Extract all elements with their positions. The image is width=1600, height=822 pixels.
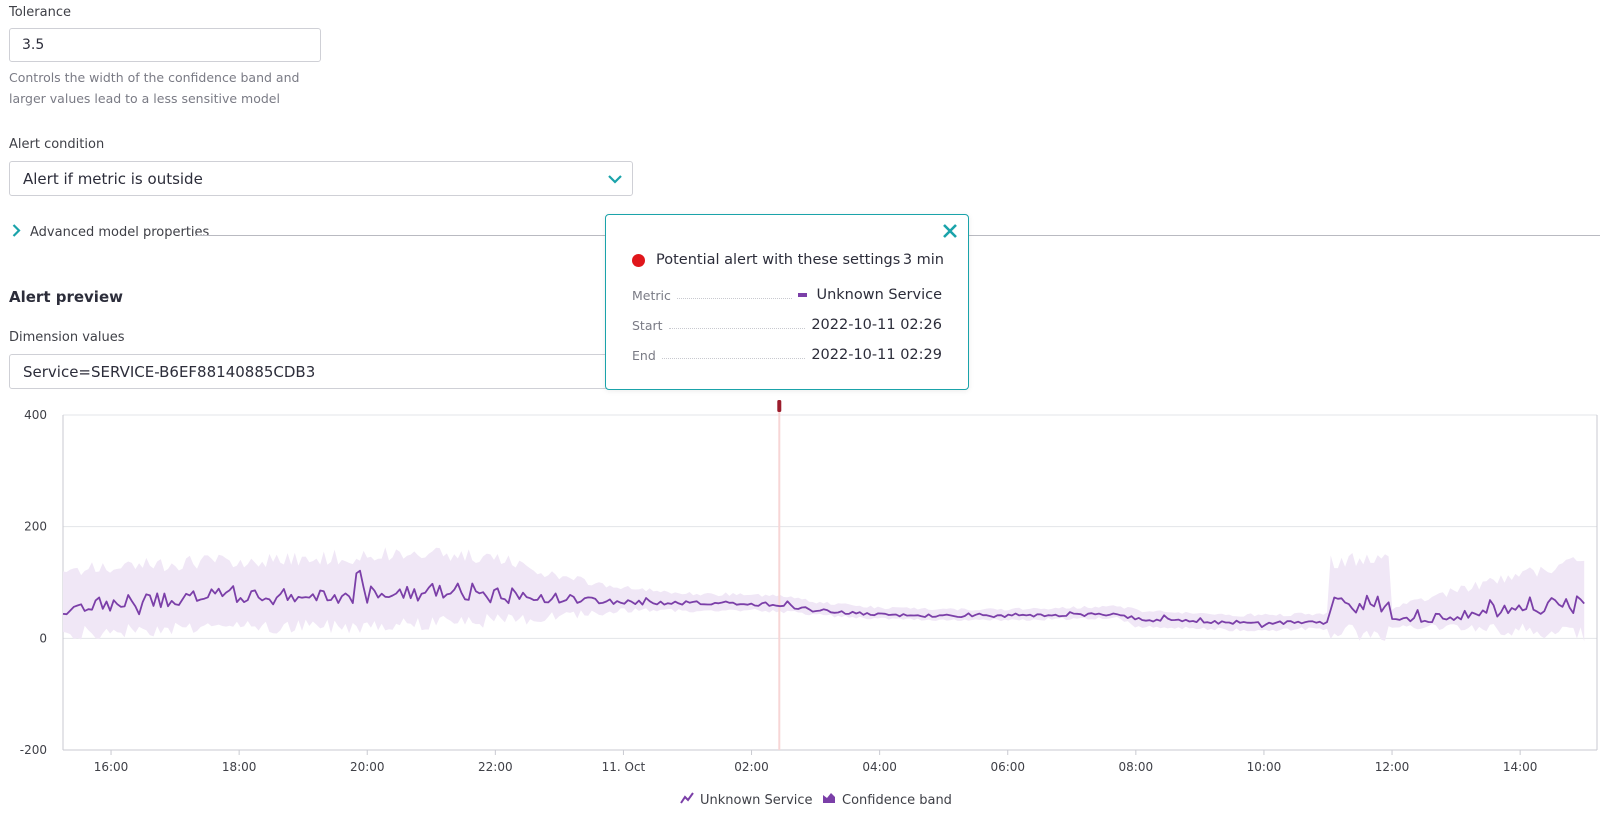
close-icon[interactable]	[942, 223, 958, 243]
x-tick-label: 06:00	[990, 760, 1025, 774]
alert-dot-icon	[632, 253, 645, 267]
popover-end-row: End 2022-10-11 02:29	[632, 343, 942, 363]
x-tick-label: 04:00	[862, 760, 897, 774]
alert-preview-chart[interactable]: 400 200 0 -200 16:00 18:00 20:00 22:00 11. Oct 02…	[0, 395, 1600, 822]
tolerance-help: Controls the width of the confidence ban…	[9, 67, 299, 109]
popover-header: Potential alert with these settings 3 mi…	[632, 252, 944, 268]
dotted-leader	[661, 358, 806, 359]
legend-label: Unknown Service	[700, 792, 813, 808]
tolerance-input[interactable]	[9, 28, 321, 62]
x-tick-label: 08:00	[1119, 760, 1154, 774]
alert-condition-label: Alert condition	[9, 137, 105, 152]
tolerance-help-line2: larger values lead to a less sensitive m…	[9, 91, 280, 106]
y-tick-label: -200	[20, 743, 47, 757]
y-tick-label: 400	[24, 408, 47, 422]
legend-label: Confidence band	[842, 792, 952, 808]
alert-condition-value: Alert if metric is outside	[23, 169, 203, 188]
line-series-icon	[680, 792, 694, 808]
tolerance-label: Tolerance	[9, 5, 71, 20]
x-tick-label: 18:00	[222, 760, 257, 774]
dimension-values-label: Dimension values	[9, 330, 125, 345]
dotted-leader	[676, 298, 793, 299]
alert-popover: Potential alert with these settings 3 mi…	[605, 214, 969, 390]
dotted-leader	[668, 328, 806, 329]
popover-duration: 3 min	[902, 252, 944, 268]
x-tick-label: 16:00	[94, 760, 129, 774]
dimension-values-value: Service=SERVICE-B6EF88140885CDB3	[23, 362, 316, 381]
advanced-model-properties-label: Advanced model properties	[30, 225, 210, 240]
x-tick-label: 14:00	[1503, 760, 1538, 774]
y-tick-label: 200	[24, 520, 47, 534]
chevron-down-icon	[608, 170, 622, 188]
end-value: 2022-10-11 02:29	[811, 347, 942, 363]
alert-marker-line	[778, 412, 781, 750]
y-tick-label: 0	[39, 631, 47, 645]
series-line-unknown-service	[62, 569, 1585, 628]
start-value: 2022-10-11 02:26	[811, 317, 942, 333]
popover-start-row: Start 2022-10-11 02:26	[632, 313, 942, 333]
popover-metric-row: Metric Unknown Service	[632, 283, 942, 303]
x-tick-label: 22:00	[478, 760, 513, 774]
area-series-icon	[822, 792, 836, 808]
alert-condition-select[interactable]: Alert if metric is outside	[9, 161, 633, 196]
legend-item-unknown-service[interactable]: Unknown Service	[680, 792, 813, 808]
dimension-values-select[interactable]: Service=SERVICE-B6EF88140885CDB3	[9, 354, 633, 389]
end-label: End	[632, 348, 656, 363]
metric-label: Metric	[632, 288, 671, 303]
metric-value: Unknown Service	[816, 287, 942, 303]
popover-title: Potential alert with these settings	[656, 252, 901, 268]
chevron-right-icon	[12, 224, 26, 241]
x-tick-label: 12:00	[1375, 760, 1410, 774]
advanced-model-properties-toggle[interactable]: Advanced model properties	[12, 224, 209, 241]
tolerance-help-line1: Controls the width of the confidence ban…	[9, 70, 300, 85]
x-tick-label: 11. Oct	[602, 760, 646, 774]
x-tick-label: 02:00	[734, 760, 769, 774]
confidence-band-area	[63, 547, 1585, 642]
alert-marker-tick	[777, 400, 782, 412]
legend-item-confidence-band[interactable]: Confidence band	[822, 792, 952, 808]
x-tick-label: 10:00	[1247, 760, 1282, 774]
start-label: Start	[632, 318, 663, 333]
x-tick-label: 20:00	[350, 760, 385, 774]
series-swatch-icon	[798, 293, 808, 297]
alert-preview-title: Alert preview	[9, 288, 123, 306]
